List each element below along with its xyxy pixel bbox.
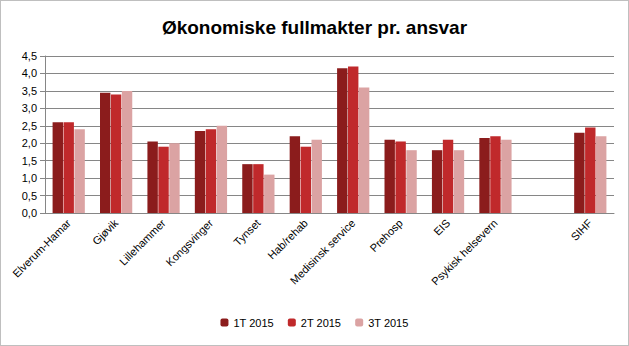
svg-text:2T 2015: 2T 2015 bbox=[301, 317, 341, 329]
svg-text:0,5: 0,5 bbox=[22, 190, 37, 202]
svg-text:Kongsvinger: Kongsvinger bbox=[164, 217, 216, 269]
svg-text:0,0: 0,0 bbox=[22, 207, 37, 219]
svg-text:3T 2015: 3T 2015 bbox=[368, 317, 408, 329]
svg-text:4,5: 4,5 bbox=[22, 50, 37, 62]
svg-text:Elverum-Hamar: Elverum-Hamar bbox=[10, 217, 73, 280]
svg-text:3,0: 3,0 bbox=[22, 102, 37, 114]
svg-text:Lillehammer: Lillehammer bbox=[117, 217, 168, 268]
svg-text:3,5: 3,5 bbox=[22, 85, 37, 97]
svg-text:1T 2015: 1T 2015 bbox=[233, 317, 273, 329]
svg-text:EIS: EIS bbox=[431, 217, 452, 238]
svg-text:SIHF: SIHF bbox=[568, 217, 594, 243]
svg-text:Tynset: Tynset bbox=[231, 217, 262, 248]
svg-text:4,0: 4,0 bbox=[22, 67, 37, 79]
svg-text:Økonomiske fullmakter pr. ansv: Økonomiske fullmakter pr. ansvar bbox=[162, 17, 468, 38]
svg-text:Gjøvik: Gjøvik bbox=[90, 216, 121, 247]
svg-text:1,0: 1,0 bbox=[22, 172, 37, 184]
svg-text:Prehosp: Prehosp bbox=[367, 217, 404, 254]
svg-text:2,5: 2,5 bbox=[22, 120, 37, 132]
svg-text:Psykisk helsevern: Psykisk helsevern bbox=[429, 217, 500, 288]
svg-text:Medisinsk service: Medisinsk service bbox=[288, 217, 358, 287]
svg-text:2,0: 2,0 bbox=[22, 137, 37, 149]
svg-text:Hab/rehab: Hab/rehab bbox=[265, 217, 310, 262]
svg-text:1,5: 1,5 bbox=[22, 155, 37, 167]
